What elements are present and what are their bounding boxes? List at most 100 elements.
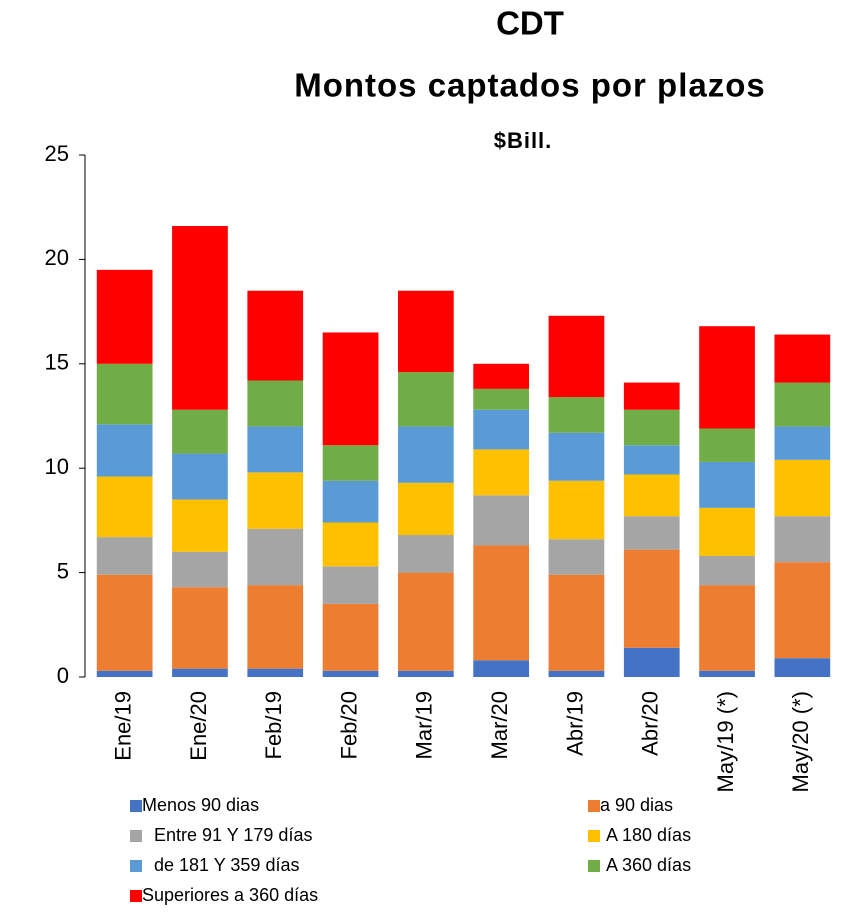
bar-segment bbox=[322, 332, 379, 446]
bar-segment bbox=[548, 315, 605, 398]
bar-segment bbox=[247, 585, 304, 669]
x-tick-label: Feb/20 bbox=[336, 691, 361, 760]
legend-label: A 360 días bbox=[606, 855, 691, 875]
bar-segment bbox=[247, 380, 304, 427]
chart-title: CDT bbox=[496, 5, 564, 42]
bar-segment bbox=[247, 668, 304, 677]
bar-segment bbox=[96, 363, 153, 425]
bar-segment bbox=[548, 670, 605, 677]
bar-segment bbox=[473, 388, 530, 410]
bar-segment bbox=[548, 397, 605, 433]
bar-segment bbox=[96, 269, 153, 364]
bar-segment bbox=[623, 516, 680, 550]
x-tick-label: Ene/19 bbox=[110, 691, 135, 761]
bar-segment bbox=[322, 670, 379, 677]
bar-segment bbox=[623, 409, 680, 446]
bar-segment bbox=[699, 585, 755, 671]
bar-segment bbox=[247, 290, 304, 381]
x-tick-label: May/19 (*) bbox=[713, 691, 738, 792]
bar-segment bbox=[322, 603, 379, 671]
bar-segment bbox=[172, 499, 228, 552]
legend-label: Menos 90 dias bbox=[142, 795, 259, 815]
x-tick-label: May/20 (*) bbox=[788, 691, 813, 792]
bar-segment bbox=[473, 409, 530, 450]
bar-segment bbox=[322, 522, 379, 567]
legend-swatch bbox=[130, 830, 142, 842]
bar-segment bbox=[473, 660, 530, 677]
chart-subtitle: Montos captados por plazos bbox=[294, 67, 766, 104]
bar-segment bbox=[774, 459, 831, 517]
bar-segment bbox=[247, 528, 304, 586]
y-tick-label: 0 bbox=[57, 663, 69, 688]
bar-segment bbox=[623, 445, 680, 475]
bar-segment bbox=[322, 566, 379, 604]
bar-segment bbox=[397, 290, 454, 373]
bar-segment bbox=[172, 225, 228, 410]
bar-segment bbox=[96, 537, 153, 575]
legend-swatch bbox=[130, 800, 142, 812]
bar-segment bbox=[322, 480, 379, 523]
bar-segment bbox=[397, 426, 454, 483]
y-tick-label: 20 bbox=[45, 245, 69, 270]
bar-segment bbox=[473, 545, 530, 661]
bar-segment bbox=[473, 495, 530, 546]
unit-label: $Bill. bbox=[494, 128, 553, 153]
bar-segment bbox=[96, 476, 153, 538]
bar-segment bbox=[623, 549, 680, 648]
bar-segment bbox=[623, 647, 680, 677]
y-tick-label: 5 bbox=[57, 558, 69, 583]
bar-segment bbox=[699, 555, 755, 586]
legend-swatch bbox=[130, 860, 142, 872]
x-tick-label: Abr/19 bbox=[562, 691, 587, 756]
bar-segment bbox=[699, 461, 755, 508]
x-tick-label: Ene/20 bbox=[186, 691, 211, 761]
bar-segment bbox=[548, 480, 605, 540]
bar-segment bbox=[623, 474, 680, 517]
bar-segment bbox=[172, 587, 228, 669]
bar-segment bbox=[473, 449, 530, 496]
legend-label: de 181 Y 359 días bbox=[154, 855, 299, 875]
legend-swatch bbox=[130, 890, 142, 902]
bar-segment bbox=[548, 432, 605, 481]
y-tick-label: 15 bbox=[45, 350, 69, 375]
bar-segment bbox=[548, 539, 605, 575]
legend-swatch bbox=[588, 830, 600, 842]
bar-segment bbox=[172, 551, 228, 588]
bar-segment bbox=[774, 382, 831, 427]
bar-segment bbox=[96, 424, 153, 477]
bar-segment bbox=[397, 670, 454, 677]
bar-segment bbox=[322, 445, 379, 481]
bar-segment bbox=[172, 453, 228, 500]
x-tick-label: Mar/20 bbox=[487, 691, 512, 759]
bar-segment bbox=[623, 382, 680, 410]
legend-label: A 180 días bbox=[606, 825, 691, 845]
bar-segment bbox=[699, 326, 755, 429]
x-tick-label: Feb/19 bbox=[261, 691, 286, 760]
legend-label: Entre 91 Y 179 días bbox=[154, 825, 312, 845]
legend-label: a 90 dias bbox=[600, 795, 673, 815]
bar-segment bbox=[247, 472, 304, 529]
legend-label: Superiores a 360 días bbox=[142, 885, 318, 905]
bar-segment bbox=[397, 535, 454, 573]
legend-swatch bbox=[588, 800, 600, 812]
bar-segment bbox=[397, 572, 454, 671]
bar-segment bbox=[172, 668, 228, 677]
y-tick-label: 25 bbox=[45, 141, 69, 166]
x-tick-label: Abr/20 bbox=[638, 691, 663, 756]
bar-segment bbox=[96, 574, 153, 671]
bar-segment bbox=[172, 409, 228, 454]
bar-segment bbox=[699, 507, 755, 556]
bar-segment bbox=[397, 372, 454, 427]
bar-segment bbox=[774, 562, 831, 659]
bar-segment bbox=[473, 363, 530, 389]
bar-segment bbox=[96, 670, 153, 677]
legend-swatch bbox=[588, 860, 600, 872]
bar-segment bbox=[774, 334, 831, 383]
y-tick-label: 10 bbox=[45, 454, 69, 479]
bar-segment bbox=[247, 426, 304, 473]
bar-segment bbox=[774, 658, 831, 677]
bar-segment bbox=[699, 670, 755, 677]
bar-segment bbox=[548, 574, 605, 671]
bar-segment bbox=[774, 426, 831, 460]
